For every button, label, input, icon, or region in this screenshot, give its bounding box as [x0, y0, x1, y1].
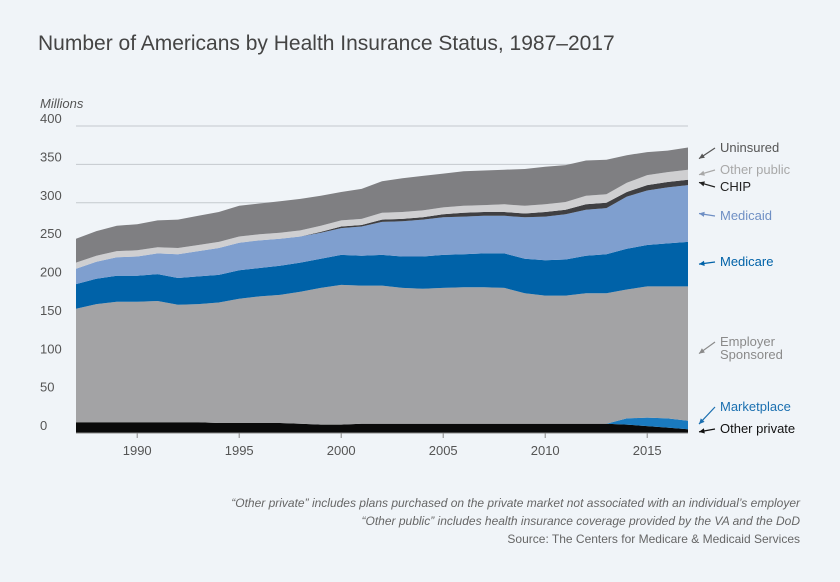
note-other-private: “Other private” includes plans purchased… [231, 496, 800, 510]
x-tick-label: 2000 [327, 443, 356, 458]
y-tick-label: 50 [40, 380, 54, 395]
legend-arrowhead-marketplace [699, 418, 705, 425]
area-medicare [76, 241, 688, 309]
legend-arrowhead-medicare [699, 260, 705, 266]
legend-arrowhead-employer-sponsored [699, 348, 705, 354]
legend-label-marketplace: Marketplace [720, 399, 791, 414]
x-tick-label: 2005 [429, 443, 458, 458]
y-tick-label: 0 [40, 418, 47, 433]
legend-arrowhead-other-private [699, 428, 705, 434]
y-tick-label: 300 [40, 188, 62, 203]
x-tick-label: 1990 [123, 443, 152, 458]
legend-label-employer-sponsored: Sponsored [720, 347, 783, 362]
x-tick-label: 1995 [225, 443, 254, 458]
legend-arrowhead-chip [699, 181, 705, 187]
chart-title: Number of Americans by Health Insurance … [38, 32, 615, 55]
area-uninsured [76, 147, 688, 263]
chart-notes: “Other private” includes plans purchased… [231, 494, 800, 548]
legend-label-uninsured: Uninsured [720, 140, 779, 155]
x-tick-label: 2015 [633, 443, 662, 458]
legend-label-other-public: Other public [720, 162, 791, 177]
y-tick-label: 350 [40, 149, 62, 164]
y-tick-label: 400 [40, 111, 62, 126]
legend-label-other-private: Other private [720, 421, 795, 436]
y-axis-label: Millions [40, 96, 84, 111]
legend-arrowhead-other-public [699, 170, 705, 176]
x-tick-label: 2010 [531, 443, 560, 458]
legend-label-employer-sponsored: Employer [720, 334, 776, 349]
legend-label-chip: CHIP [720, 179, 751, 194]
legend-arrowhead-uninsured [699, 153, 705, 159]
y-tick-label: 250 [40, 226, 62, 241]
note-source: Source: The Centers for Medicare & Medic… [507, 532, 800, 546]
legend-label-medicare: Medicare [720, 254, 773, 269]
area-medicaid [76, 185, 688, 285]
area-employer-sponsored [76, 284, 688, 425]
note-other-public: “Other public” includes health insurance… [361, 514, 800, 528]
y-tick-label: 150 [40, 303, 62, 318]
y-tick-label: 100 [40, 341, 62, 356]
y-tick-label: 200 [40, 265, 62, 280]
area-other-private [76, 422, 688, 433]
legend-label-medicaid: Medicaid [720, 208, 772, 223]
area-marketplace [76, 417, 688, 430]
area-other-public [76, 169, 688, 269]
legend-arrowhead-medicaid [699, 211, 705, 217]
